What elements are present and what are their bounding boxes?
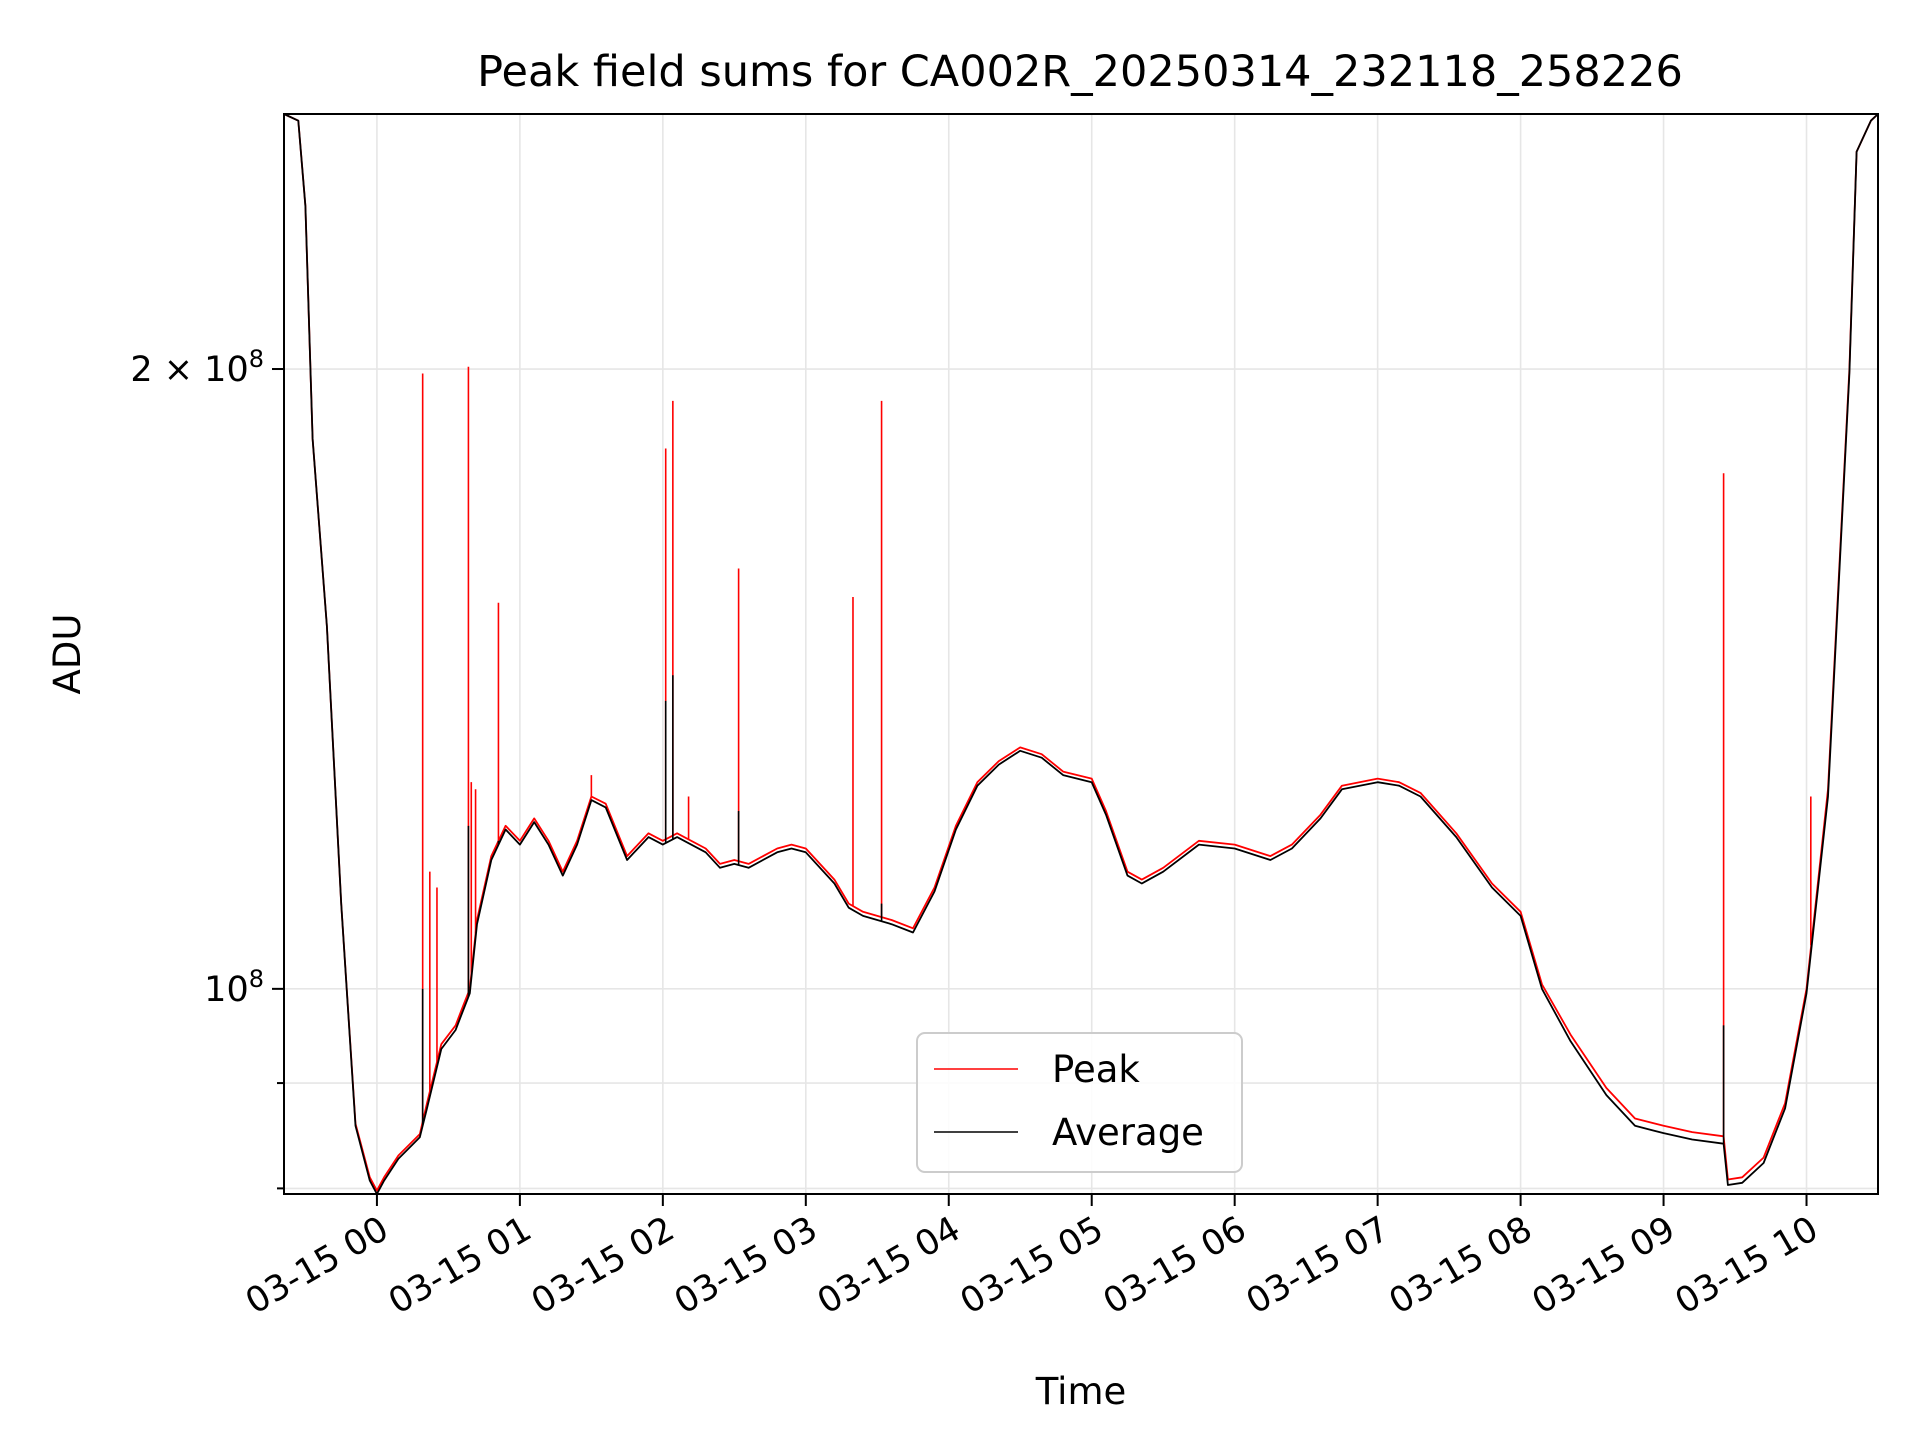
series-layer <box>283 113 1879 1195</box>
legend-box <box>916 1032 1243 1173</box>
series-line-peak <box>283 113 1879 1192</box>
y-tick-label: 2 × 108 <box>130 345 264 390</box>
y-tick-label: 108 <box>204 965 264 1010</box>
series-line-average <box>283 113 1879 1195</box>
grid-layer <box>284 114 1878 1194</box>
y-axis: 108 2 × 108 <box>130 345 284 1190</box>
legend-label-average: Average <box>1052 1111 1204 1154</box>
series-average <box>283 113 1879 1195</box>
legend-label-peak: Peak <box>1052 1048 1140 1091</box>
plot-frame <box>283 113 1879 1195</box>
legend: Peak Average <box>916 1032 1243 1173</box>
x-axis-label: Time <box>1035 1370 1127 1413</box>
y-axis-label: ADU <box>46 614 89 695</box>
chart-title: Peak field sums for CA002R_20250314_2321… <box>477 47 1683 97</box>
